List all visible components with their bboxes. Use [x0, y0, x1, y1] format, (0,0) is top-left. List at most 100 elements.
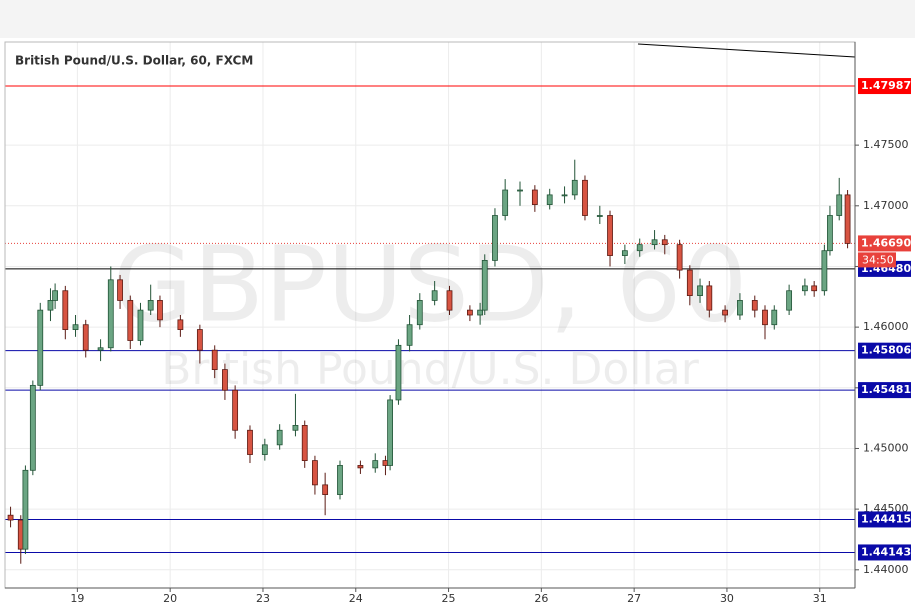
y-tick-label: 1.46000	[863, 320, 909, 333]
candle-body	[47, 300, 54, 311]
grid	[5, 42, 855, 588]
candle-body	[801, 285, 808, 292]
candle-body	[337, 465, 343, 495]
y-tick-label: 1.47500	[863, 138, 909, 151]
candle-body	[636, 244, 643, 252]
candle-body	[811, 285, 818, 292]
candle-body	[37, 309, 44, 386]
x-tick-label: 31	[813, 592, 827, 605]
candle-body	[196, 329, 203, 351]
level-label: 1.47987	[861, 79, 911, 92]
candle-body	[312, 460, 318, 486]
watermark-subtitle: British Pound/U.S. Dollar	[161, 344, 699, 395]
candle-body	[827, 215, 833, 252]
countdown-box	[858, 252, 896, 268]
candle-body	[492, 215, 498, 261]
candle-body	[247, 429, 253, 455]
candle-body	[751, 300, 758, 311]
candle-body	[395, 344, 402, 401]
candle-body	[29, 384, 36, 471]
candle-body	[261, 444, 268, 455]
candle-body	[722, 309, 728, 316]
candle-body	[97, 347, 104, 351]
candle-body	[357, 465, 364, 469]
candle-body	[571, 179, 578, 196]
candle-body	[446, 290, 453, 311]
current-price-label: 1.46690	[861, 236, 911, 249]
candle-body	[561, 194, 568, 197]
candle-body	[137, 309, 144, 341]
candle-body	[836, 194, 843, 216]
level-label: 1.44143	[861, 545, 911, 558]
candle-body	[582, 179, 588, 216]
candle-body	[232, 389, 239, 431]
candle-body	[517, 189, 523, 192]
current-price-box	[858, 235, 911, 252]
level-label: 1.45481	[861, 383, 911, 396]
candle-body	[697, 285, 703, 296]
candle-body	[117, 279, 123, 301]
candle-body	[676, 244, 683, 271]
x-tick-label: 27	[627, 592, 641, 605]
candle-body	[416, 300, 423, 326]
candle-body	[737, 300, 743, 316]
countdown: 34:50	[862, 253, 894, 266]
candle-body	[211, 349, 218, 371]
candle-body	[147, 300, 154, 311]
level-label-box	[858, 342, 911, 359]
candle-body	[62, 290, 69, 330]
candle-body	[406, 324, 413, 346]
candle-body	[477, 309, 484, 316]
candle-body	[531, 189, 538, 205]
candle-body	[157, 300, 163, 321]
candle-body	[502, 189, 509, 216]
level-label-box	[858, 544, 911, 561]
candle-body	[7, 514, 14, 521]
candle-body	[22, 469, 29, 550]
candle-body	[431, 290, 438, 301]
candle-body	[546, 194, 553, 205]
x-tick-label: 30	[720, 592, 734, 605]
candle-body	[52, 290, 59, 301]
candle-body	[127, 300, 134, 341]
candle-body	[607, 215, 613, 256]
candle-body	[177, 319, 184, 330]
level-label: 1.44415	[861, 512, 911, 525]
x-tick-label: 24	[349, 592, 363, 605]
candle-body	[706, 285, 713, 311]
candles	[7, 159, 851, 564]
candle-body	[72, 324, 79, 330]
candle-body	[292, 425, 299, 431]
top-bar	[0, 0, 915, 38]
level-label-box	[858, 382, 911, 399]
x-tick-label: 26	[534, 592, 548, 605]
candle-body	[481, 259, 488, 311]
y-tick-label: 1.45000	[863, 441, 909, 454]
y-tick-label: 1.44000	[863, 563, 909, 576]
candle-body	[771, 309, 778, 326]
candle-body	[467, 309, 473, 316]
candle-body	[621, 250, 628, 256]
candle-body	[387, 399, 393, 466]
candle-body	[222, 369, 228, 391]
y-tick-label: 1.47000	[863, 199, 909, 212]
candle-body	[82, 324, 89, 351]
x-tick-label: 19	[70, 592, 84, 605]
candle-body	[651, 239, 658, 246]
candle-body	[661, 239, 668, 246]
candle-body	[301, 425, 308, 461]
candle-body	[107, 279, 114, 349]
candle-body	[372, 460, 379, 469]
x-tick-label: 23	[256, 592, 270, 605]
candle-body	[686, 269, 693, 296]
candle-body	[762, 309, 768, 326]
candle-body	[786, 290, 793, 311]
candle-body	[821, 250, 828, 292]
candle-body	[322, 484, 329, 495]
level-label: 1.45806	[861, 344, 911, 357]
levels	[5, 85, 855, 553]
axes: 1.440001.445001.450001.455001.460001.465…	[70, 78, 911, 605]
candle-body	[844, 194, 851, 244]
